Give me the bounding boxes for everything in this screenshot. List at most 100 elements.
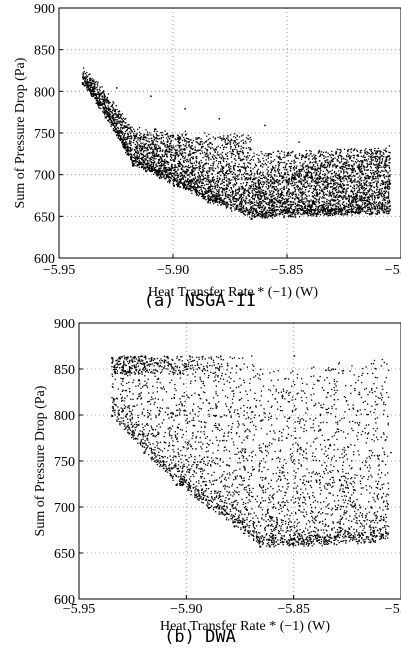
data-point — [248, 167, 249, 168]
data-point — [130, 128, 131, 129]
data-point — [291, 161, 292, 162]
data-point — [377, 197, 378, 198]
data-point — [189, 176, 190, 177]
data-point — [238, 153, 239, 154]
data-point — [217, 202, 218, 203]
data-point — [201, 185, 202, 186]
data-point — [355, 193, 356, 194]
data-point — [201, 183, 202, 184]
data-point — [208, 180, 209, 181]
data-point — [266, 173, 267, 174]
data-point — [266, 164, 267, 165]
data-point — [344, 167, 345, 168]
data-point — [288, 196, 289, 197]
data-point — [350, 196, 351, 197]
data-point — [235, 142, 236, 143]
data-point — [158, 154, 159, 155]
data-point — [226, 161, 227, 162]
data-point — [237, 153, 238, 154]
data-point — [250, 170, 251, 171]
data-point — [374, 171, 375, 172]
data-point — [145, 129, 146, 130]
data-point — [226, 206, 227, 207]
data-point — [169, 149, 170, 150]
data-point — [134, 160, 135, 161]
data-point — [190, 185, 191, 186]
data-point — [245, 141, 246, 142]
data-point — [376, 184, 377, 185]
data-point — [202, 182, 203, 183]
data-point — [277, 191, 278, 192]
data-point — [151, 161, 152, 162]
data-point — [179, 142, 180, 143]
data-point — [295, 212, 296, 213]
data-point — [128, 155, 129, 156]
data-point — [375, 178, 376, 179]
data-point — [307, 213, 308, 214]
data-point — [288, 191, 289, 192]
data-point — [190, 190, 191, 191]
data-point — [387, 203, 388, 204]
data-point — [177, 173, 178, 174]
data-point — [332, 205, 333, 206]
data-point — [138, 144, 139, 145]
data-point — [160, 148, 161, 149]
data-point — [249, 163, 250, 164]
data-point — [383, 171, 384, 172]
data-point — [364, 159, 365, 160]
data-point — [332, 170, 333, 171]
data-point — [152, 149, 153, 150]
data-point — [376, 211, 377, 212]
data-point — [234, 158, 235, 159]
data-point — [353, 157, 354, 158]
data-point — [166, 137, 167, 138]
data-point — [232, 149, 233, 150]
data-point — [336, 192, 337, 193]
data-point — [319, 186, 320, 187]
data-point — [180, 137, 181, 138]
data-point — [277, 170, 278, 171]
data-point — [118, 113, 119, 114]
data-point — [239, 194, 240, 195]
data-point — [376, 164, 377, 165]
data-point — [196, 161, 197, 162]
data-point — [125, 147, 126, 148]
data-point — [301, 170, 302, 171]
data-point — [139, 154, 140, 155]
data-point — [271, 187, 272, 188]
data-point — [378, 148, 379, 149]
data-point — [357, 165, 358, 166]
data-point — [91, 91, 92, 92]
data-point — [152, 153, 153, 154]
data-point — [374, 209, 375, 210]
data-point — [133, 140, 134, 141]
data-point — [374, 182, 375, 183]
data-point — [232, 194, 233, 195]
data-point — [388, 188, 389, 189]
data-point — [217, 187, 218, 188]
data-point — [289, 178, 290, 179]
data-point — [114, 121, 115, 122]
data-point — [204, 184, 205, 185]
data-point — [201, 141, 202, 142]
data-point — [282, 206, 283, 207]
data-point — [278, 182, 279, 183]
data-point — [190, 166, 191, 167]
data-point — [119, 131, 120, 132]
data-point — [144, 146, 145, 147]
data-point — [292, 201, 293, 202]
data-point — [341, 181, 342, 182]
data-point — [142, 154, 143, 155]
data-point — [343, 205, 344, 206]
data-point — [267, 179, 268, 180]
data-point — [185, 160, 186, 161]
data-point — [320, 154, 321, 155]
data-point — [377, 160, 378, 161]
data-point — [329, 191, 330, 192]
data-point — [180, 149, 181, 150]
data-point — [269, 205, 270, 206]
data-point — [272, 177, 273, 178]
data-point — [361, 162, 362, 163]
data-point — [102, 92, 103, 93]
